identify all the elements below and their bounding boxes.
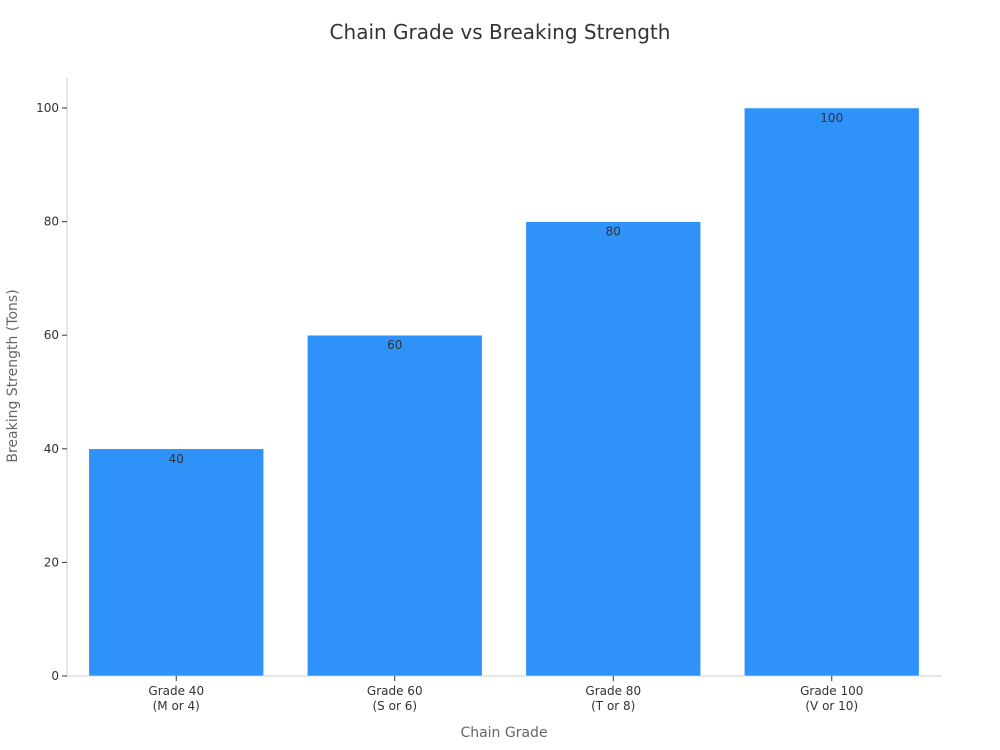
y-tick-label: 100 (36, 101, 59, 115)
y-tick-label: 60 (44, 328, 59, 342)
x-tick-label: Grade 80 (T or 8) (585, 684, 641, 713)
bar (307, 334, 483, 677)
y-tick-label: 40 (44, 442, 59, 456)
bar-value-label: 80 (606, 225, 621, 239)
bar (88, 448, 264, 677)
y-axis-label: Breaking Strength (Tons) (5, 289, 21, 462)
x-tick-label: Grade 60 (S or 6) (367, 684, 423, 713)
x-tick-label: Grade 100 (V or 10) (800, 684, 863, 713)
chart-title: Chain Grade vs Breaking Strength (330, 20, 671, 44)
x-tick-label: Grade 40 (M or 4) (148, 684, 204, 713)
bars: 40 60 80 100 (88, 107, 920, 677)
bar (744, 107, 920, 677)
bar (525, 221, 701, 677)
y-tick-label: 0 (51, 669, 59, 683)
bar-value-label: 60 (387, 338, 402, 352)
y-tick-label: 80 (44, 215, 59, 229)
y-axis-ticks: 0 20 40 60 80 100 (36, 101, 67, 683)
bar-value-label: 40 (169, 452, 184, 466)
x-axis-ticks: Grade 40 (M or 4) Grade 60 (S or 6) Grade 80… (148, 676, 863, 713)
x-axis-label: Chain Grade (460, 725, 547, 741)
y-tick-label: 20 (44, 555, 59, 569)
bar-value-label: 100 (820, 111, 843, 125)
